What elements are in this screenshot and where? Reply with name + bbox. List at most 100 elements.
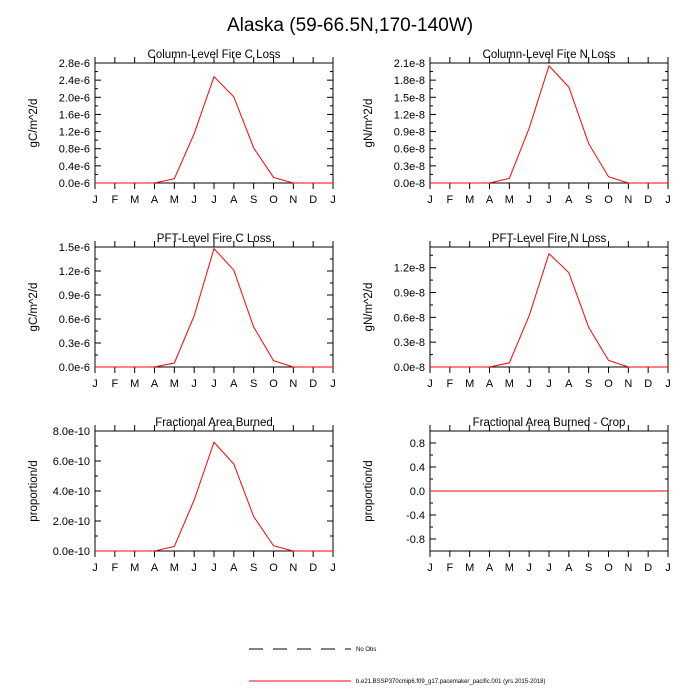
series-line-1 <box>95 441 333 552</box>
series-line-1 <box>95 75 333 184</box>
x-tick-label: M <box>465 378 474 390</box>
x-tick-label: N <box>289 378 297 390</box>
y-tick-label: 0.8e-6 <box>59 144 90 156</box>
x-tick-label: A <box>230 562 238 574</box>
y-tick-label: -0.8 <box>406 534 425 546</box>
chart-panel-3: PFT-Level Fire C Loss gC/m^2/d 0.0e-6 0.3e-… <box>28 233 336 390</box>
x-tick-label: M <box>170 562 179 574</box>
x-tick-label: J <box>427 194 433 206</box>
x-tick-label: F <box>111 194 118 206</box>
x-tick-label: M <box>505 562 514 574</box>
y-tick-label: 1.5e-6 <box>59 242 90 254</box>
series-line-1 <box>430 64 668 184</box>
y-tick-label: 4.0e-10 <box>53 486 90 498</box>
x-tick-label: D <box>309 378 317 390</box>
x-tick-label: F <box>446 562 453 574</box>
y-tick-label: 1.2e-6 <box>59 127 90 139</box>
y-tick-label: 0.9e-8 <box>394 288 425 300</box>
chart-panel-2: Column-Level Fire N Loss gN/m^2/d 0.0e-8 0.… <box>363 49 671 206</box>
x-tick-label: O <box>269 194 278 206</box>
series-line-1 <box>430 252 668 368</box>
x-tick-label: F <box>446 378 453 390</box>
x-tick-label: J <box>191 378 197 390</box>
x-tick-label: A <box>486 562 494 574</box>
y-tick-label: 8.0e-10 <box>53 426 90 438</box>
chart-panel-1: Column-Level Fire C Loss gC/m^2/d 0.0e-6 0.… <box>28 49 336 206</box>
x-tick-label: M <box>170 378 179 390</box>
x-tick-label: A <box>151 378 159 390</box>
y-tick-label: 2.4e-6 <box>59 75 90 87</box>
x-tick-label: M <box>465 562 474 574</box>
y-tick-label: 0.9e-6 <box>59 290 90 302</box>
x-tick-label: S <box>585 378 592 390</box>
panel-title: Fractional Area Burned - Crop <box>473 417 626 429</box>
y-tick-label: 1.8e-8 <box>394 75 425 87</box>
x-tick-label: J <box>92 194 98 206</box>
x-tick-label: A <box>565 378 573 390</box>
x-tick-label: O <box>269 378 278 390</box>
x-tick-label: A <box>565 562 573 574</box>
y-tick-label: 0.6e-6 <box>59 314 90 326</box>
chart-panel-4: PFT-Level Fire N Loss gN/m^2/d 0.0e-8 0.3e-… <box>363 233 671 390</box>
x-tick-label: J <box>665 378 671 390</box>
y-tick-label: 1.5e-8 <box>394 92 425 104</box>
x-tick-label: J <box>526 378 532 390</box>
x-tick-label: A <box>486 194 494 206</box>
x-tick-label: N <box>289 194 297 206</box>
x-tick-label: D <box>644 378 652 390</box>
y-axis-label: gC/m^2/d <box>28 99 40 148</box>
y-tick-label: 2.0e-6 <box>59 92 90 104</box>
y-tick-label: 1.2e-8 <box>394 109 425 121</box>
y-axis-label: proportion/d <box>28 460 40 521</box>
x-tick-label: M <box>505 194 514 206</box>
x-tick-label: J <box>191 562 197 574</box>
panels: Column-Level Fire C Loss gC/m^2/d 0.0e-6 0.… <box>28 49 671 574</box>
x-tick-label: S <box>250 378 257 390</box>
figure-title: Alaska (59-66.5N,170-140W) <box>227 15 473 36</box>
panel-title: Column-Level Fire N Loss <box>483 49 616 61</box>
x-tick-label: F <box>446 194 453 206</box>
legend-label-no-obs: No Obs <box>356 647 376 653</box>
x-tick-label: D <box>644 562 652 574</box>
x-tick-label: M <box>170 194 179 206</box>
x-tick-label: J <box>427 378 433 390</box>
x-tick-label: M <box>130 562 139 574</box>
x-tick-label: A <box>151 194 159 206</box>
x-tick-label: D <box>644 194 652 206</box>
chart-panel-6: Fractional Area Burned - Crop proportion/… <box>363 417 671 574</box>
x-tick-label: S <box>250 562 257 574</box>
x-tick-label: D <box>309 562 317 574</box>
y-tick-label: 0.0e-8 <box>394 362 425 374</box>
x-tick-label: J <box>546 378 552 390</box>
x-tick-label: D <box>309 194 317 206</box>
y-tick-label: 2.8e-6 <box>59 58 90 70</box>
y-tick-label: -0.4 <box>406 510 425 522</box>
y-axis-label: proportion/d <box>363 460 375 521</box>
chart-panel-5: Fractional Area Burned proportion/d 0.0e-1… <box>28 417 336 574</box>
x-tick-label: O <box>604 562 613 574</box>
x-tick-label: J <box>330 378 336 390</box>
legend-label-model: b.e21.BSSP370cmip6.f09_g17.pacemaker_pac… <box>356 679 545 685</box>
x-tick-label: J <box>191 194 197 206</box>
y-tick-label: 0.9e-8 <box>394 127 425 139</box>
x-tick-label: F <box>111 562 118 574</box>
x-tick-label: O <box>604 194 613 206</box>
x-tick-label: S <box>585 562 592 574</box>
x-tick-label: J <box>427 562 433 574</box>
x-tick-label: J <box>526 562 532 574</box>
x-tick-label: J <box>526 194 532 206</box>
x-tick-label: N <box>624 562 632 574</box>
panel-title: PFT-Level Fire N Loss <box>492 233 607 245</box>
y-tick-label: 0.3e-6 <box>59 338 90 350</box>
y-tick-label: 0.3e-8 <box>394 161 425 173</box>
y-axis-label: gC/m^2/d <box>28 283 40 332</box>
panel-title: Column-Level Fire C Loss <box>148 49 281 61</box>
y-tick-label: 1.6e-6 <box>59 109 90 121</box>
x-tick-label: M <box>505 378 514 390</box>
y-tick-label: 6.0e-10 <box>53 456 90 468</box>
y-tick-label: 0.4e-6 <box>59 161 90 173</box>
x-tick-label: J <box>665 562 671 574</box>
plot-frame <box>429 62 669 184</box>
x-tick-label: S <box>585 194 592 206</box>
